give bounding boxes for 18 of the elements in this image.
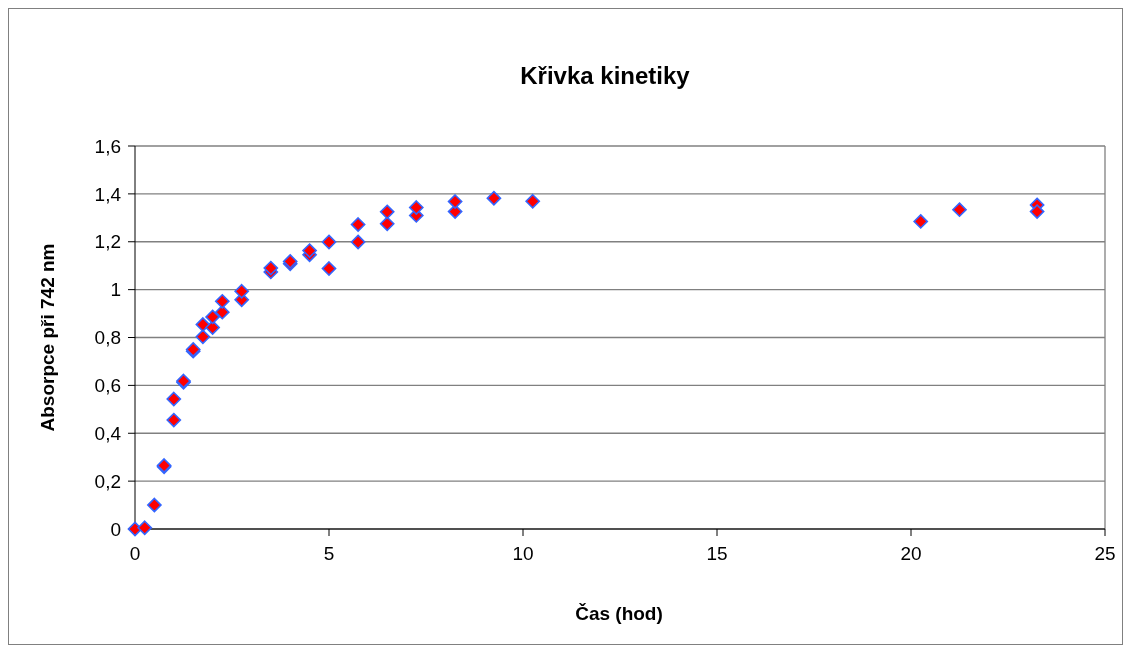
y-tick-label: 0,8 (94, 327, 121, 349)
y-tick-label: 0 (110, 518, 121, 540)
y-tick-label: 1 (110, 279, 121, 301)
y-tick-label: 0,6 (94, 375, 121, 397)
y-tick-label: 0,4 (94, 422, 122, 444)
y-tick-label: 1,4 (94, 183, 122, 205)
x-tick-label: 20 (900, 543, 922, 564)
x-tick-label: 0 (129, 543, 141, 564)
y-tick-label: 1,6 (94, 135, 121, 157)
y-tick-label: 1,2 (94, 231, 121, 253)
y-axis-title: Absorpce při 742 nm (37, 243, 58, 432)
y-tick-label: 0,2 (94, 470, 121, 492)
x-tick-label: 25 (1094, 543, 1116, 564)
x-tick-label: 10 (512, 543, 534, 564)
x-tick-label: 15 (706, 543, 728, 564)
x-axis-title: Čas (hod) (575, 603, 663, 624)
x-tick-label: 5 (323, 543, 335, 564)
chart-title: Křivka kinetiky (520, 62, 691, 89)
